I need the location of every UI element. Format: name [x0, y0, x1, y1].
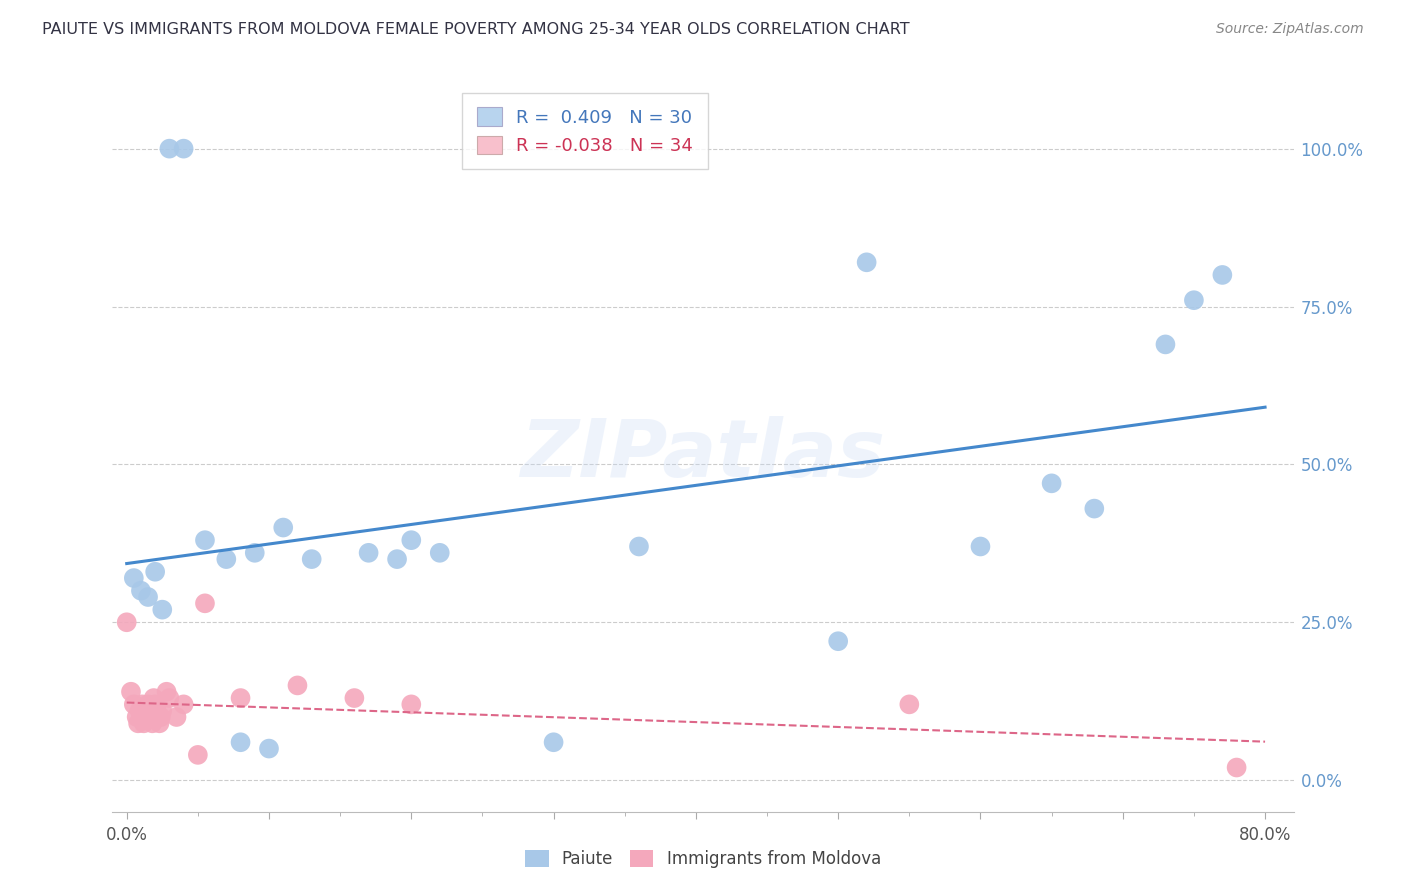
Point: [385, 552, 408, 566]
Point: [157, 142, 180, 156]
Point: [157, 691, 180, 706]
Point: [145, 704, 167, 718]
Point: [243, 546, 266, 560]
Point: [401, 698, 423, 712]
Point: [301, 552, 323, 566]
Point: [855, 255, 877, 269]
Point: [115, 615, 138, 630]
Point: [149, 710, 172, 724]
Point: [194, 533, 217, 548]
Point: [1211, 268, 1233, 282]
Point: [136, 698, 159, 712]
Point: [194, 596, 217, 610]
Point: [125, 710, 148, 724]
Point: [357, 546, 380, 560]
Point: [135, 710, 157, 724]
Point: [128, 704, 150, 718]
Point: [129, 710, 152, 724]
Point: [155, 684, 177, 698]
Point: [148, 716, 170, 731]
Point: [129, 583, 152, 598]
Point: [271, 520, 294, 534]
Text: ZIPatlas: ZIPatlas: [520, 416, 886, 494]
Legend: Paiute, Immigrants from Moldova: Paiute, Immigrants from Moldova: [519, 843, 887, 875]
Point: [143, 565, 166, 579]
Point: [122, 571, 145, 585]
Point: [166, 710, 188, 724]
Point: [1040, 476, 1063, 491]
Point: [215, 552, 238, 566]
Point: [142, 691, 165, 706]
Point: [134, 704, 156, 718]
Point: [1226, 760, 1249, 774]
Point: [257, 741, 280, 756]
Point: [120, 684, 142, 698]
Point: [131, 698, 153, 712]
Point: [401, 533, 423, 548]
Point: [827, 634, 849, 648]
Point: [429, 546, 451, 560]
Point: [229, 735, 252, 749]
Point: [627, 540, 650, 554]
Point: [1182, 293, 1205, 308]
Point: [139, 710, 162, 724]
Point: [1154, 337, 1177, 351]
Point: [969, 540, 991, 554]
Point: [143, 698, 166, 712]
Point: [173, 698, 195, 712]
Point: [187, 747, 209, 762]
Text: Source: ZipAtlas.com: Source: ZipAtlas.com: [1216, 22, 1364, 37]
Text: PAIUTE VS IMMIGRANTS FROM MOLDOVA FEMALE POVERTY AMONG 25-34 YEAR OLDS CORRELATI: PAIUTE VS IMMIGRANTS FROM MOLDOVA FEMALE…: [42, 22, 910, 37]
Point: [150, 602, 173, 616]
Point: [543, 735, 565, 749]
Point: [287, 678, 309, 692]
Point: [132, 716, 155, 731]
Point: [122, 698, 145, 712]
Point: [1083, 501, 1105, 516]
Point: [141, 716, 163, 731]
Point: [150, 704, 173, 718]
Point: [898, 698, 921, 712]
Point: [229, 691, 252, 706]
Point: [146, 710, 169, 724]
Point: [136, 590, 159, 604]
Point: [343, 691, 366, 706]
Point: [138, 704, 160, 718]
Point: [173, 142, 195, 156]
Point: [127, 716, 149, 731]
